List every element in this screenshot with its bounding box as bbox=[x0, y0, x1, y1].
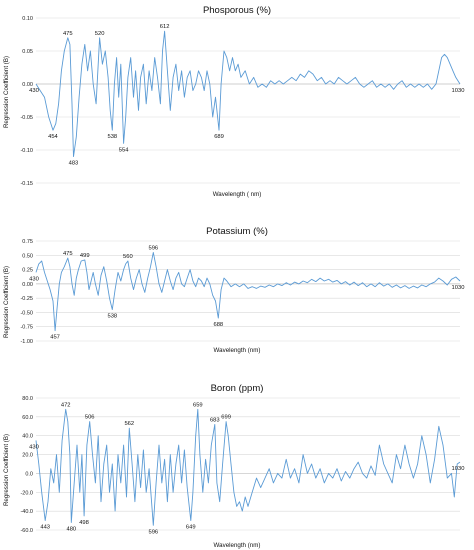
peak-annotations: 430 454 475 483 520 538 554 612 689 1030 bbox=[29, 24, 464, 166]
annotation-label: 520 bbox=[95, 31, 105, 37]
y-tick-label: 60.0 bbox=[22, 415, 33, 421]
y-tick-label: 0.10 bbox=[22, 16, 33, 22]
gridlines bbox=[36, 17, 460, 184]
y-tick-label: 40.0 bbox=[22, 434, 33, 440]
series-lines bbox=[35, 251, 461, 332]
y-tick-label: 0.50 bbox=[22, 253, 33, 259]
annotation-label: 562 bbox=[124, 421, 134, 427]
annotation-label: 1030 bbox=[452, 466, 465, 472]
series-line bbox=[35, 251, 461, 332]
chart-title: Phosporous (%) bbox=[203, 5, 271, 16]
annotation-label: 430 bbox=[29, 88, 39, 94]
annotation-label: 475 bbox=[63, 31, 73, 37]
chart-potassium: Potassium (%) Wavelength (nm) Regression… bbox=[3, 226, 464, 354]
y-tick-label: -40.0 bbox=[20, 509, 33, 515]
annotation-label: 498 bbox=[79, 520, 89, 526]
annotation-label: 475 bbox=[63, 251, 73, 257]
chart-boron: Boron (ppm) Wavelength (nm) Regression C… bbox=[3, 383, 464, 549]
chart-title: Potassium (%) bbox=[206, 226, 268, 237]
annotation-label: 688 bbox=[213, 322, 223, 328]
y-tick-label: -0.05 bbox=[20, 115, 33, 121]
annotation-label: 430 bbox=[29, 276, 39, 282]
y-tick-label: -1.00 bbox=[20, 339, 33, 345]
annotation-label: 1030 bbox=[452, 88, 465, 94]
y-tick-labels: 0.10 0.05 0.00 -0.05 -0.10 -0.15 bbox=[20, 16, 33, 187]
annotation-label: 699 bbox=[221, 415, 231, 421]
y-tick-label: 0.25 bbox=[22, 268, 33, 274]
peak-annotations: 430 457 475 499 538 560 596 688 1030 bbox=[29, 245, 464, 340]
x-axis-label: Wavelength ( nm) bbox=[213, 191, 262, 198]
series-line bbox=[35, 408, 461, 526]
y-tick-label: 20.0 bbox=[22, 453, 33, 459]
gridlines bbox=[36, 397, 460, 531]
series-lines bbox=[35, 30, 461, 158]
x-axis-label: Wavelength (nm) bbox=[214, 347, 261, 354]
y-tick-label: 0.05 bbox=[22, 49, 33, 55]
annotation-label: 430 bbox=[29, 444, 39, 450]
annotation-label: 689 bbox=[214, 134, 224, 140]
y-tick-label: -0.75 bbox=[20, 325, 33, 331]
annotation-label: 472 bbox=[61, 402, 71, 408]
annotation-label: 483 bbox=[69, 161, 79, 167]
y-tick-label: 80.0 bbox=[22, 396, 33, 402]
series-line bbox=[35, 30, 461, 158]
annotation-label: 480 bbox=[66, 526, 76, 532]
y-tick-label: -0.50 bbox=[20, 310, 33, 316]
annotation-label: 457 bbox=[50, 335, 60, 341]
annotation-label: 659 bbox=[193, 402, 203, 408]
annotation-label: 560 bbox=[123, 254, 133, 260]
y-tick-label: -60.0 bbox=[20, 528, 33, 534]
annotation-label: 612 bbox=[160, 24, 170, 30]
y-tick-label: 0.75 bbox=[22, 239, 33, 245]
chart-phosphorous: Phosporous (%) Wavelength ( nm) Regressi… bbox=[3, 5, 464, 198]
gridlines bbox=[36, 240, 460, 342]
series-lines bbox=[35, 408, 461, 526]
annotation-label: 499 bbox=[80, 253, 90, 259]
annotation-label: 506 bbox=[85, 415, 95, 421]
y-axis-label: Regression Coefficient (B) bbox=[3, 434, 10, 506]
annotation-label: 596 bbox=[148, 245, 158, 251]
annotation-label: 554 bbox=[119, 147, 129, 153]
annotation-label: 649 bbox=[186, 525, 196, 531]
y-tick-labels: 0.75 0.50 0.25 0.00 -0.25 -0.50 -0.75 -1.00 bbox=[20, 239, 33, 345]
y-tick-label: 0.00 bbox=[22, 82, 33, 88]
y-tick-labels: 80.0 60.0 40.0 20.0 0.0 -20.0 -40.0 -60.0 bbox=[20, 396, 33, 534]
y-tick-label: 0.00 bbox=[22, 282, 33, 288]
annotation-label: 538 bbox=[107, 314, 117, 320]
annotation-label: 443 bbox=[40, 525, 50, 531]
y-tick-label: 0.0 bbox=[25, 471, 33, 477]
annotation-label: 538 bbox=[107, 134, 117, 140]
y-axis-label: Regression Coefficient (B) bbox=[3, 56, 10, 128]
x-axis-label: Wavelength (nm) bbox=[214, 542, 261, 549]
y-tick-label: -0.25 bbox=[20, 296, 33, 302]
y-axis-label: Regression Coefficient (B) bbox=[3, 266, 10, 338]
annotation-label: 596 bbox=[148, 529, 158, 535]
annotation-label: 1030 bbox=[452, 285, 465, 291]
annotation-label: 683 bbox=[210, 417, 220, 423]
annotation-label: 454 bbox=[48, 134, 58, 140]
chart-title: Boron (ppm) bbox=[211, 383, 264, 394]
y-tick-label: -0.10 bbox=[20, 148, 33, 154]
y-tick-label: -20.0 bbox=[20, 490, 33, 496]
y-tick-label: -0.15 bbox=[20, 181, 33, 187]
